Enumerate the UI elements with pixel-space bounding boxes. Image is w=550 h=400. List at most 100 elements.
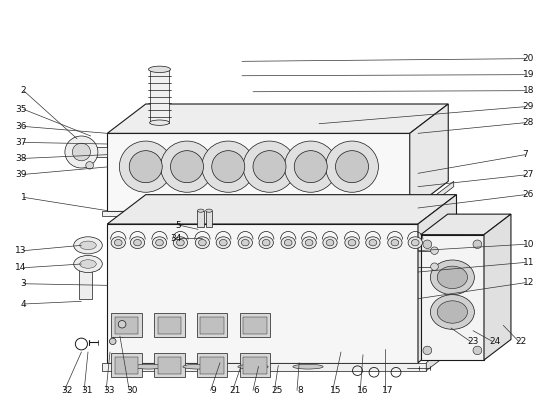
Text: 24: 24 xyxy=(490,337,500,346)
Ellipse shape xyxy=(152,237,167,248)
Text: 30: 30 xyxy=(126,386,138,395)
Polygon shape xyxy=(240,353,271,377)
Ellipse shape xyxy=(199,240,206,246)
Ellipse shape xyxy=(241,240,249,246)
Ellipse shape xyxy=(219,240,227,246)
Ellipse shape xyxy=(345,237,359,248)
Text: 19: 19 xyxy=(522,70,534,79)
Text: 12: 12 xyxy=(522,278,534,287)
Ellipse shape xyxy=(74,256,102,272)
Ellipse shape xyxy=(156,240,163,246)
Ellipse shape xyxy=(238,364,268,369)
Text: 5: 5 xyxy=(176,220,182,230)
Ellipse shape xyxy=(259,237,273,248)
Circle shape xyxy=(423,346,432,355)
Polygon shape xyxy=(421,214,511,235)
Polygon shape xyxy=(157,356,182,374)
Ellipse shape xyxy=(177,240,184,246)
Ellipse shape xyxy=(336,151,368,183)
Ellipse shape xyxy=(148,66,170,72)
Ellipse shape xyxy=(80,241,96,250)
Ellipse shape xyxy=(212,151,245,183)
Polygon shape xyxy=(107,104,448,133)
Ellipse shape xyxy=(253,151,286,183)
Polygon shape xyxy=(240,313,271,337)
Polygon shape xyxy=(157,316,182,334)
Polygon shape xyxy=(111,313,142,337)
Polygon shape xyxy=(410,104,448,211)
Ellipse shape xyxy=(129,151,162,183)
Polygon shape xyxy=(107,133,410,211)
Ellipse shape xyxy=(197,209,204,212)
Text: 27: 27 xyxy=(522,170,534,180)
Polygon shape xyxy=(115,356,139,374)
Text: euroSpares: euroSpares xyxy=(204,268,346,288)
Circle shape xyxy=(118,320,126,328)
Ellipse shape xyxy=(195,237,210,248)
Ellipse shape xyxy=(262,240,270,246)
Polygon shape xyxy=(154,313,185,337)
Polygon shape xyxy=(111,353,142,377)
Ellipse shape xyxy=(134,240,141,246)
Ellipse shape xyxy=(206,209,212,212)
Ellipse shape xyxy=(111,237,125,248)
Ellipse shape xyxy=(281,237,295,248)
Ellipse shape xyxy=(284,141,337,192)
Ellipse shape xyxy=(130,237,145,248)
Ellipse shape xyxy=(366,237,380,248)
Circle shape xyxy=(423,240,432,248)
Ellipse shape xyxy=(430,295,474,329)
Ellipse shape xyxy=(391,240,399,246)
Text: 31: 31 xyxy=(81,386,92,395)
Ellipse shape xyxy=(305,240,313,246)
Polygon shape xyxy=(426,348,446,371)
Text: 35: 35 xyxy=(15,105,26,114)
Circle shape xyxy=(86,162,94,169)
Polygon shape xyxy=(418,195,456,363)
Text: 3: 3 xyxy=(21,279,26,288)
Text: 2: 2 xyxy=(21,86,26,95)
Polygon shape xyxy=(484,214,511,360)
Text: 34: 34 xyxy=(170,234,182,243)
Text: 28: 28 xyxy=(522,118,534,127)
Text: 26: 26 xyxy=(522,190,534,199)
Ellipse shape xyxy=(74,237,102,254)
Polygon shape xyxy=(95,147,107,157)
Polygon shape xyxy=(197,353,228,377)
Ellipse shape xyxy=(388,237,402,248)
Text: 9: 9 xyxy=(211,386,216,395)
Polygon shape xyxy=(107,195,456,224)
Text: 20: 20 xyxy=(522,54,534,63)
Ellipse shape xyxy=(326,240,334,246)
Ellipse shape xyxy=(411,240,419,246)
Ellipse shape xyxy=(216,237,230,248)
Ellipse shape xyxy=(294,151,327,183)
Ellipse shape xyxy=(170,151,204,183)
Text: 4: 4 xyxy=(21,300,26,308)
Text: 10: 10 xyxy=(522,240,534,249)
Polygon shape xyxy=(200,356,224,374)
Text: 25: 25 xyxy=(272,386,283,395)
Polygon shape xyxy=(107,224,418,363)
Text: 11: 11 xyxy=(522,258,534,267)
Circle shape xyxy=(72,143,90,161)
Ellipse shape xyxy=(323,237,337,248)
Text: 33: 33 xyxy=(103,386,114,395)
Text: 37: 37 xyxy=(15,138,26,147)
Text: euroSpares: euroSpares xyxy=(194,188,356,212)
Text: 39: 39 xyxy=(15,170,26,179)
Polygon shape xyxy=(415,181,454,216)
Text: 7: 7 xyxy=(522,150,528,159)
Text: 13: 13 xyxy=(15,246,26,255)
Ellipse shape xyxy=(348,240,356,246)
Circle shape xyxy=(65,136,98,168)
Ellipse shape xyxy=(80,260,96,268)
Ellipse shape xyxy=(369,240,377,246)
Ellipse shape xyxy=(437,301,467,323)
Ellipse shape xyxy=(133,364,164,369)
Circle shape xyxy=(473,346,482,355)
Ellipse shape xyxy=(173,237,188,248)
Circle shape xyxy=(109,338,116,344)
Ellipse shape xyxy=(161,141,213,192)
Text: 6: 6 xyxy=(253,386,258,395)
